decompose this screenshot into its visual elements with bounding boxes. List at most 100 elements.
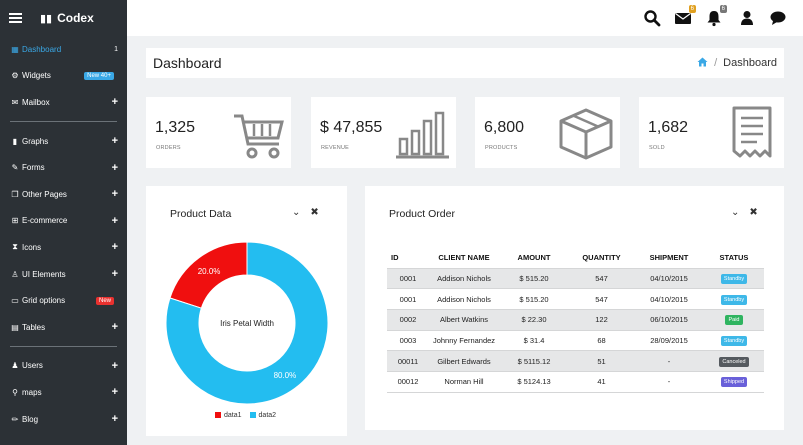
slice-label-data1: 20.0% (198, 267, 221, 276)
search-icon[interactable] (643, 9, 661, 27)
sidebar-item-ui-elements[interactable]: ♙ UI Elements + (11, 268, 118, 281)
product-order-panel: Product Order ⌄ ✖ (365, 186, 784, 430)
table-header-row: ID CLIENT NAME AMOUNT QUANTITY SHIPMENT … (387, 248, 764, 268)
menu-toggle-icon[interactable] (9, 13, 22, 23)
divider (10, 345, 117, 347)
sidebar-item-blog[interactable]: ✏ Blog + (11, 413, 118, 426)
column-header[interactable]: CLIENT NAME (438, 253, 490, 263)
order-id: 00012 (397, 377, 419, 387)
user-icon[interactable] (738, 9, 756, 27)
sidebar-item-dashboard[interactable]: ▦ Dashboard 1 (11, 44, 118, 54)
dashboard-count: 1 (114, 45, 118, 53)
sidebar-item-users[interactable]: ♟ Users + (11, 359, 118, 372)
widgets-badge: New 40+ (84, 71, 114, 80)
table-row[interactable]: 0002 Albert Watkins $ 22.30 122 06/10/2015 Pa… (387, 309, 764, 331)
status-badge: Standby (720, 273, 748, 284)
sidebar-nav: ▦ Dashboard 1 ⚙ Widgets New 40+ ✉ Mailbo… (0, 36, 127, 116)
stat-label: PRODUCTS (485, 145, 518, 151)
status-cell: Paid (704, 309, 764, 331)
column-header[interactable]: AMOUNT (517, 253, 551, 263)
donut-slice-data2[interactable] (165, 241, 329, 405)
sidebar-item-mailbox[interactable]: ✉ Mailbox + (11, 96, 118, 109)
sidebar: ▮▮ Codex ▦ Dashboard 1 ⚙ Widgets New 40+… (0, 0, 127, 445)
table-row[interactable]: 00012 Norman Hill $ 5124.13 41 - Shipped (387, 371, 764, 393)
table-icon: ▤ (11, 322, 19, 332)
bar-chart-icon: ▮ (12, 136, 18, 146)
user-icon: ♙ (11, 269, 19, 279)
grid-options-badge: New (95, 296, 114, 305)
client-name: Addison Nichols (429, 268, 499, 289)
table-row[interactable]: 0001 Addison Nichols $ 515.20 547 04/10/2015… (387, 288, 764, 310)
chart-center-label: Iris Petal Width (220, 319, 274, 328)
breadcrumb-separator: / (714, 57, 718, 69)
home-icon[interactable] (697, 57, 708, 70)
panel-title: Product Data (170, 208, 232, 220)
chevron-down-icon[interactable]: ⌄ (292, 207, 301, 218)
expand-icon: + (111, 214, 118, 227)
client-name: Addison Nichols (437, 294, 491, 304)
status-cell: Canceled (704, 350, 764, 372)
quantity: 122 (569, 309, 634, 331)
slice-label-data2: 80.0% (274, 371, 297, 380)
legend-swatch (215, 412, 221, 418)
column-header[interactable]: STATUS (719, 253, 749, 263)
amount: $ 5124.13 (517, 377, 551, 387)
sidebar-item-tables[interactable]: ▤ Tables + (11, 321, 118, 334)
sidebar-item-icons[interactable]: ⧗ Icons + (0, 234, 127, 261)
sidebar-item-maps[interactable]: ⚲ maps + (0, 379, 127, 406)
client-name: Albert Watkins (429, 309, 499, 331)
client-name: Johnny Fernandez (432, 335, 496, 345)
stat-card-sold: 1,682 SOLD (639, 97, 784, 168)
cart-icon: ⊞ (11, 216, 19, 226)
shipment-date: - (634, 350, 704, 372)
legend-item-data2[interactable]: data2 (249, 412, 276, 419)
order-id: 0002 (387, 309, 429, 331)
mail-icon[interactable]: 6 (674, 5, 696, 27)
legend-swatch (249, 412, 256, 418)
expand-icon: + (111, 268, 118, 281)
divider (10, 120, 117, 122)
status-cell: Standby (704, 268, 764, 289)
bell-icon[interactable]: 6 (705, 5, 727, 27)
sidebar-item-widgets[interactable]: ⚙ Widgets New 40+ (0, 63, 127, 90)
stat-label: ORDERS (156, 145, 181, 151)
sidebar-item-graphs[interactable]: ▮ Graphs + (0, 128, 127, 155)
receipt-icon (732, 106, 772, 158)
stat-value: 6,800 (484, 119, 525, 136)
quantity: 51 (569, 350, 634, 372)
quantity: 68 (597, 335, 606, 345)
sidebar-item-grid-options[interactable]: ▭ Grid options New (0, 287, 127, 314)
legend-item-data1[interactable]: data1 (215, 412, 242, 419)
status-cell: Standby (704, 330, 764, 351)
edit-icon: ✎ (11, 163, 19, 173)
table-row[interactable]: 0003 Johnny Fernandez $ 31.4 68 28/09/2015 St… (387, 330, 764, 351)
notification-count-badge: 6 (719, 5, 727, 13)
pages-icon: ❐ (11, 189, 19, 199)
column-header[interactable]: SHIPMENT (649, 253, 689, 263)
bar-chart-icon (396, 111, 449, 159)
cart-icon (234, 114, 284, 159)
status-badge: Paid (725, 315, 743, 326)
close-icon[interactable]: ✖ (310, 207, 319, 218)
column-header[interactable]: QUANTITY (582, 253, 621, 263)
column-header[interactable]: ID (391, 253, 399, 263)
expand-icon: + (111, 96, 118, 109)
sidebar-item-forms[interactable]: ✎ Forms + (11, 161, 118, 174)
shipment-date: - (667, 377, 671, 387)
chevron-down-icon[interactable]: ⌄ (731, 207, 740, 218)
table-row[interactable]: 00011 Gilbert Edwards $ 5115.12 51- Canceled (387, 350, 764, 372)
sidebar-item-ecommerce[interactable]: ⊞ E-commerce + (11, 214, 118, 227)
quantity: 547 (595, 294, 608, 304)
chat-icon[interactable] (769, 9, 787, 27)
product-order-table: ID CLIENT NAME AMOUNT QUANTITY SHIPMENT … (387, 248, 764, 393)
quantity: 41 (597, 377, 606, 387)
expand-icon: + (111, 135, 118, 148)
brand: ▮▮ Codex (0, 0, 127, 36)
sidebar-item-other-pages[interactable]: ❐ Other Pages + (11, 188, 118, 201)
expand-icon: + (111, 386, 118, 399)
status-badge: Canceled (719, 356, 749, 367)
sidebar-nav-2: ▮ Graphs + ✎ Forms + ❐ Other Pages + ⊞ E… (0, 128, 127, 341)
expand-icon: + (111, 359, 118, 372)
table-row[interactable]: 0001 Addison Nichols $ 515.20 547 04/10/2015… (387, 268, 764, 289)
close-icon[interactable]: ✖ (749, 207, 758, 218)
